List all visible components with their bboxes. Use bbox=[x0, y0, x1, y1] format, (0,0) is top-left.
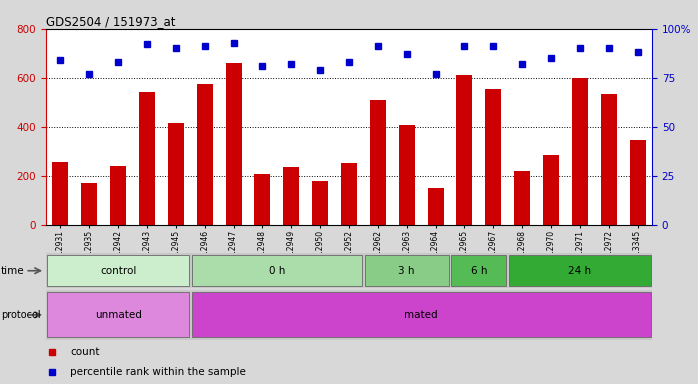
Bar bbox=[399, 126, 415, 225]
Bar bbox=[630, 140, 646, 225]
Text: unmated: unmated bbox=[95, 310, 142, 320]
Bar bbox=[601, 94, 616, 225]
Bar bbox=[543, 155, 559, 225]
Bar bbox=[192, 293, 651, 337]
Bar bbox=[192, 255, 362, 286]
Text: 24 h: 24 h bbox=[568, 266, 591, 276]
Bar bbox=[82, 183, 97, 225]
Text: time: time bbox=[1, 266, 24, 276]
Text: protocol: protocol bbox=[1, 310, 40, 320]
Bar bbox=[370, 100, 386, 225]
Bar bbox=[139, 93, 155, 225]
Bar bbox=[341, 164, 357, 225]
Bar bbox=[47, 255, 189, 286]
Bar bbox=[452, 255, 506, 286]
Text: count: count bbox=[70, 347, 100, 357]
Bar bbox=[52, 162, 68, 225]
Bar bbox=[456, 75, 473, 225]
Text: 3 h: 3 h bbox=[399, 266, 415, 276]
Bar bbox=[572, 78, 588, 225]
Text: percentile rank within the sample: percentile rank within the sample bbox=[70, 367, 246, 377]
Text: 6 h: 6 h bbox=[470, 266, 487, 276]
Bar bbox=[47, 293, 189, 337]
Text: control: control bbox=[100, 266, 136, 276]
Bar bbox=[168, 123, 184, 225]
Text: mated: mated bbox=[404, 310, 438, 320]
Bar bbox=[225, 63, 242, 225]
Bar bbox=[428, 188, 443, 225]
Bar bbox=[485, 89, 501, 225]
Text: 0 h: 0 h bbox=[269, 266, 285, 276]
Bar bbox=[255, 174, 270, 225]
Bar bbox=[110, 166, 126, 225]
Bar bbox=[509, 255, 651, 286]
Bar bbox=[514, 171, 530, 225]
Bar bbox=[197, 84, 213, 225]
Bar bbox=[283, 167, 299, 225]
Bar bbox=[365, 255, 449, 286]
Bar bbox=[312, 180, 328, 225]
Text: GDS2504 / 151973_at: GDS2504 / 151973_at bbox=[46, 15, 175, 28]
